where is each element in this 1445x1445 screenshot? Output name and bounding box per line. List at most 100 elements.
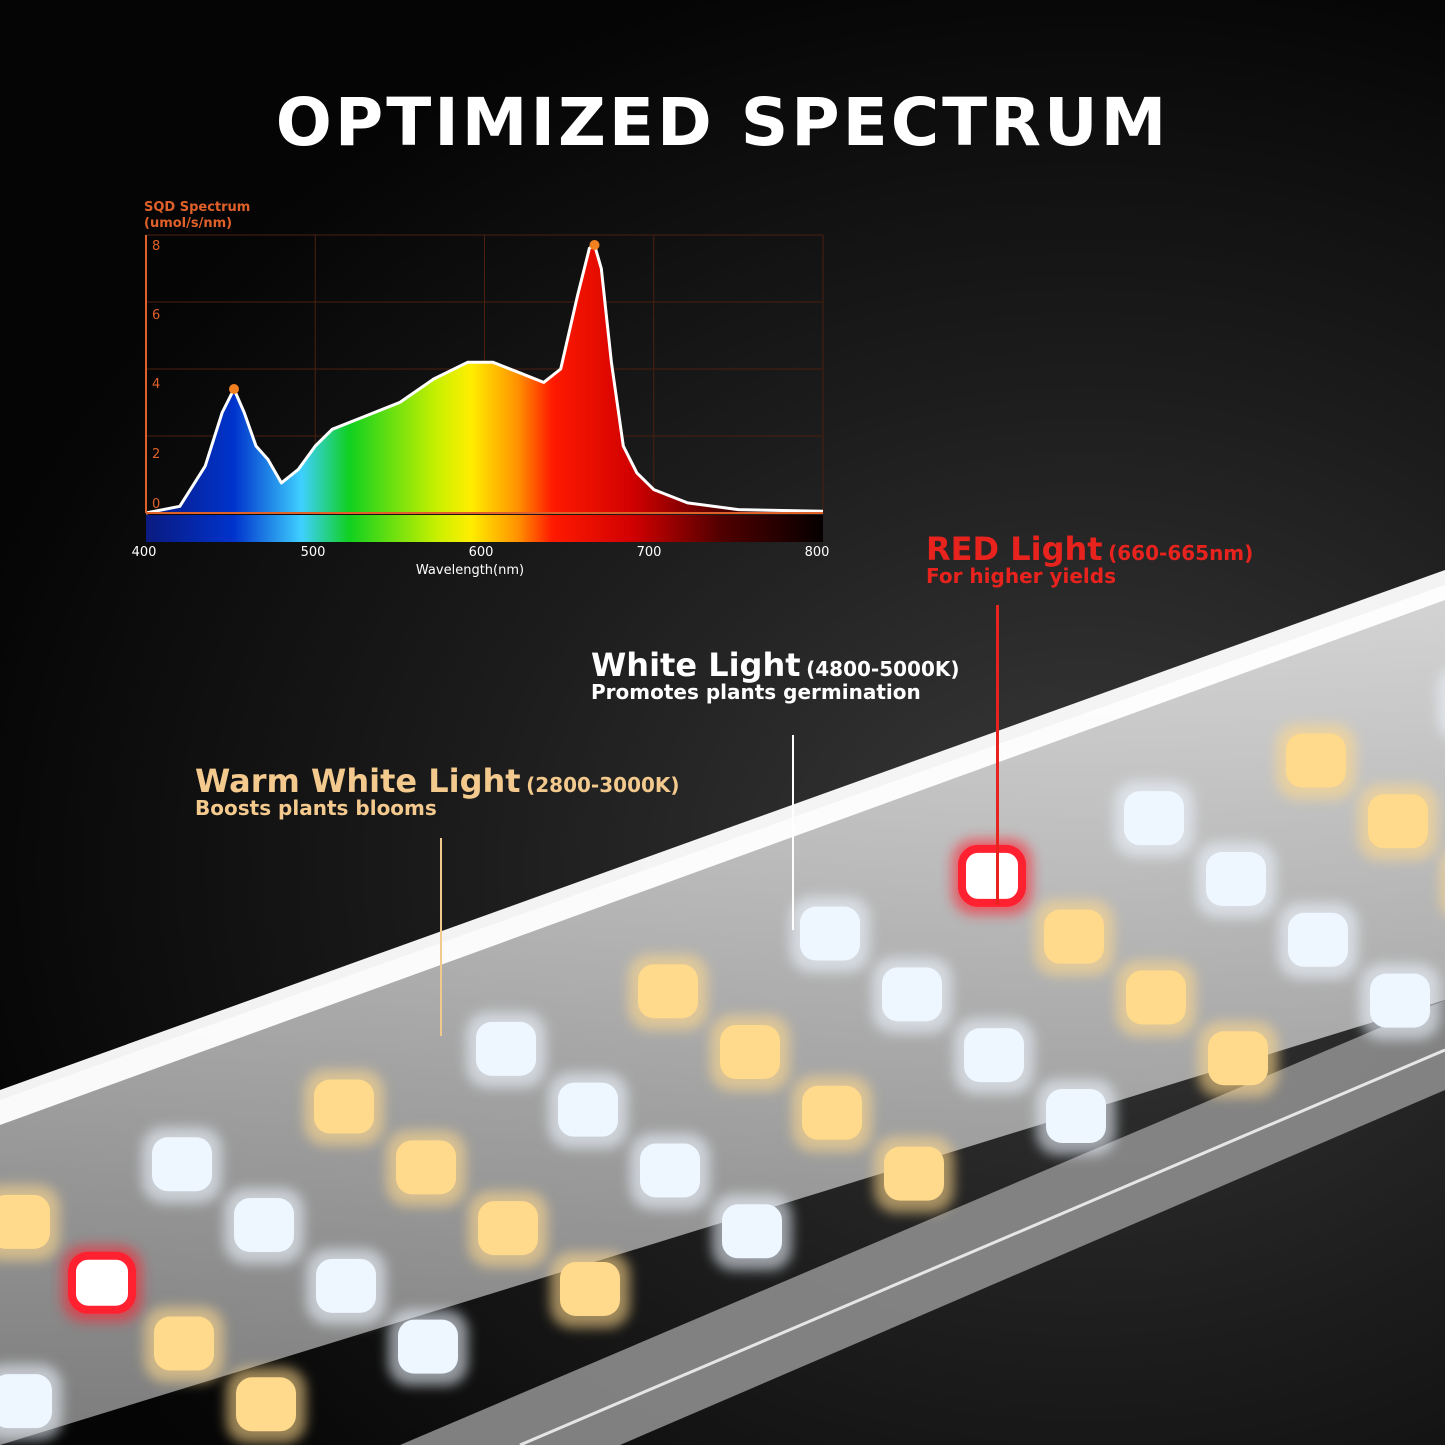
led-red [62,1245,142,1322]
led-chip [722,1204,782,1259]
spectrum-color-band [146,515,823,542]
led-warm [628,954,708,1031]
led-warm [144,1306,224,1383]
callout-white-heading: White Light [591,646,801,684]
led-warm [386,1130,466,1207]
callout-warm-white-light: Warm White Light (2800-3000K) Boosts pla… [195,762,680,820]
y-axis-label-line2: (umol/s/nm) [144,216,233,231]
led-chip [1370,973,1430,1028]
led-chip [236,1377,296,1432]
led-white [142,1127,222,1204]
led-chip [1368,794,1428,849]
led-chip [882,967,942,1022]
led-bar-rim [0,570,1445,1125]
led-chip [800,906,860,961]
callout-red-sub: For higher yields [926,564,1116,588]
led-white [306,1248,386,1325]
led-chip [396,1140,456,1195]
y-tick-2: 2 [152,447,161,462]
led-chip [1044,909,1104,964]
x-tick-700: 700 [636,545,662,560]
led-chip [234,1198,294,1253]
led-chip [802,1085,862,1140]
led-white [1360,963,1440,1040]
led-bar-rail-edge [519,1048,1445,1445]
led-warm [710,1015,790,1091]
x-tick-500: 500 [300,545,326,560]
led-glow [1438,671,1445,736]
led-chip [476,1021,536,1076]
led-chip [314,1079,374,1134]
led-chip [560,1261,620,1316]
callout-warm-range: (2800-3000K) [526,773,680,797]
led-white [1114,781,1194,858]
x-tick-600: 600 [468,545,494,560]
led-white [630,1133,710,1210]
led-warm [468,1191,548,1268]
led-warm [0,1184,60,1261]
led-warm [550,1251,630,1328]
led-chip [398,1319,458,1374]
callout-red-light: RED Light (660-665nm) For higher yields [926,530,1253,588]
y-axis-label-line1: SQD Spectrum [144,200,251,215]
led-chip [884,1146,944,1201]
y-tick-0: 0 [152,497,161,512]
led-warm [1034,899,1114,976]
peak-marker [589,240,600,250]
led-white [0,1364,62,1441]
led-white [1278,902,1358,979]
callout-warm-pointer [440,838,442,1036]
x-tick-400: 400 [131,545,157,560]
callout-red-heading: RED Light [926,530,1103,568]
led-warm [874,1136,954,1213]
y-tick-4: 4 [152,377,161,392]
y-axis-label: SQD Spectrum (umol/s/nm) [144,200,250,232]
led-chip [0,1374,52,1429]
y-tick-6: 6 [152,308,161,323]
led-white [548,1072,628,1149]
led-bar-panel [0,585,1445,1445]
led-white [1196,841,1276,918]
x-tick-800: 800 [804,545,830,560]
led-chip [68,1251,136,1314]
led-chip [1286,733,1346,788]
led-white [712,1194,792,1271]
led-white [1036,1078,1116,1155]
led-chip [1126,970,1186,1025]
led-chip [154,1316,214,1371]
led-warm [792,1075,872,1152]
led-warm [1198,1021,1278,1098]
led-warm [304,1069,384,1146]
led-white [224,1188,304,1265]
led-white [466,1011,546,1088]
led-chip [964,1028,1024,1083]
led-chip [478,1201,538,1256]
led-white [872,957,952,1034]
led-chip [558,1082,618,1137]
led-chip [1206,851,1266,906]
led-white [1438,671,1445,736]
spectrum-chart [145,234,824,542]
led-warm [1116,960,1196,1037]
led-chip [1288,912,1348,967]
led-warm [226,1367,306,1444]
callout-warm-heading: Warm White Light [195,762,521,800]
page-title: OPTIMIZED SPECTRUM [275,84,1170,161]
led-grid [0,671,1445,1444]
led-chip [720,1025,780,1079]
callout-white-pointer [792,735,794,930]
led-chip [638,964,698,1019]
peak-marker [229,384,240,395]
led-warm [1358,784,1438,861]
led-white [790,896,870,973]
callout-red-range: (660-665nm) [1108,541,1254,565]
y-tick-8: 8 [152,239,161,254]
led-white [954,1018,1034,1095]
led-white [388,1309,468,1386]
led-chip [0,1194,50,1249]
led-bar-rail [400,1000,1445,1445]
callout-white-range: (4800-5000K) [806,657,960,681]
led-chip [1046,1088,1106,1143]
led-chip [640,1143,700,1198]
